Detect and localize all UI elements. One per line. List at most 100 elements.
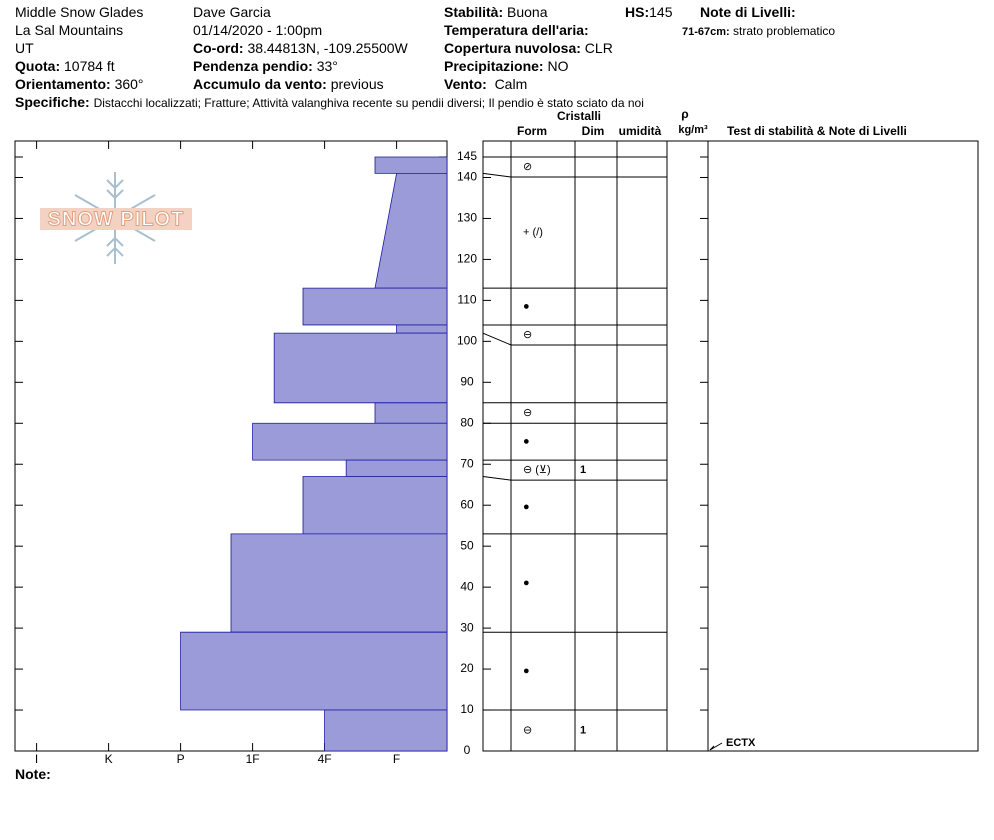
y-tick-label: 30	[460, 620, 474, 634]
col-header: kg/m³	[678, 124, 708, 136]
state: UT	[15, 40, 34, 56]
y-tick-label: 40	[460, 579, 474, 593]
label: Temperatura dell'aria:	[444, 22, 589, 38]
y-tick-label: 20	[460, 661, 474, 675]
value: 360°	[114, 76, 144, 92]
grain-form: ●	[523, 665, 530, 677]
value: previous	[330, 76, 384, 92]
specifics: Specifiche: Distacchi localizzati; Fratt…	[15, 94, 644, 110]
hardness-bar	[324, 709, 448, 752]
layer-boundary	[482, 476, 667, 481]
y-tick-label: 145	[457, 149, 477, 163]
label: Orientamento:	[15, 76, 111, 92]
label: Co-ord:	[193, 40, 244, 56]
y-tick-label: 0	[464, 743, 471, 757]
x-tick-label: K	[105, 752, 113, 766]
slope: Pendenza pendio: 33°	[193, 58, 338, 74]
x-tick-label: P	[177, 752, 185, 766]
x-tick-label: I	[35, 752, 38, 766]
y-tick-label: 70	[460, 456, 474, 470]
hardness-bar	[396, 324, 448, 334]
table-columns	[510, 141, 709, 751]
hardness-bar	[345, 459, 448, 477]
x-tick-label: 4F	[318, 752, 332, 766]
label: Pendenza pendio:	[193, 58, 313, 74]
y-tick-label: 100	[457, 334, 477, 348]
grain-form: ●	[523, 436, 530, 448]
grain-size: 1	[580, 464, 586, 476]
elevation: Quota: 10784 ft	[15, 58, 115, 74]
x-tick-label: F	[393, 752, 400, 766]
grain-form: ⊘	[523, 161, 532, 173]
grain-form: ⊖ (⊻)	[523, 464, 551, 476]
wind-loading: Accumulo da vento: previous	[193, 76, 384, 92]
air-temp: Temperatura dell'aria:	[444, 22, 589, 38]
grain-form: ⊖	[523, 329, 532, 341]
hardness-bar	[230, 533, 448, 633]
layer-notes: Note di Livelli:	[700, 4, 796, 20]
aspect: Orientamento: 360°	[15, 76, 144, 92]
label: Accumulo da vento:	[193, 76, 327, 92]
label: 71-67cm:	[682, 26, 730, 38]
layer-boundary	[482, 172, 667, 178]
logo-band	[40, 208, 192, 230]
y-tick-label: 60	[460, 497, 474, 511]
test-arrow	[709, 742, 723, 751]
label: HS:	[625, 4, 650, 20]
precip: Precipitazione: NO	[444, 58, 568, 74]
hardness-bar	[180, 631, 448, 711]
note: Note:	[15, 766, 51, 782]
value: 33°	[316, 58, 338, 74]
logo-text: SNOW PILOT	[48, 208, 185, 230]
grain-form: ●	[523, 501, 530, 513]
grain-form: ●	[523, 577, 530, 589]
hs: HS:145	[625, 4, 672, 20]
label: Note di Livelli:	[700, 4, 796, 20]
label: Precipitazione:	[444, 58, 544, 74]
grain-size: 1	[580, 724, 586, 736]
grain-form: ●	[523, 300, 530, 312]
layer-boundary	[482, 332, 667, 346]
hardness-bar	[374, 172, 448, 289]
col-header: umidità	[619, 124, 662, 138]
wind: Vento: Calm	[444, 76, 527, 92]
value: Calm	[494, 76, 528, 92]
y-tick-label: 110	[457, 293, 476, 307]
stability: Stabilità: Buona	[444, 4, 548, 20]
y-tick-label: 50	[460, 538, 474, 552]
hardness-bar	[273, 332, 448, 404]
col-header: Form	[517, 124, 547, 138]
value: 10784 ft	[64, 58, 115, 74]
y-tick-label: 140	[457, 170, 477, 184]
label: Stabilità:	[444, 4, 504, 20]
hardness-bar	[302, 287, 448, 326]
value: strato problematico	[733, 24, 836, 38]
range: La Sal Mountains	[15, 22, 124, 38]
layer-note: 71-67cm: strato problematico	[682, 24, 835, 38]
coord: Co-ord: 38.44813N, -109.25500W	[193, 40, 408, 56]
label: Copertura nuvolosa:	[444, 40, 581, 56]
y-tick-label: 120	[457, 252, 477, 266]
label: Vento:	[444, 76, 487, 92]
hardness-bar	[374, 402, 448, 424]
y-tick-label: 90	[460, 374, 474, 388]
label: Note:	[15, 766, 51, 782]
hardness-bar	[302, 476, 448, 535]
value: 38.44813N, -109.25500W	[247, 40, 408, 56]
observer: Dave Garcia	[193, 4, 271, 20]
col-header: Cristalli	[557, 109, 601, 123]
datetime: 01/14/2020 - 1:00pm	[193, 22, 323, 38]
label: Specifiche:	[15, 94, 90, 110]
label: Quota:	[15, 58, 61, 74]
grain-form: ⊖	[523, 724, 532, 736]
y-tick-label: 80	[460, 415, 474, 429]
col-header: Dim	[582, 124, 605, 138]
test-label: ECTX	[726, 737, 756, 749]
site: Middle Snow Glades	[15, 4, 144, 20]
value: CLR	[584, 40, 613, 56]
sky: Copertura nuvolosa: CLR	[444, 40, 613, 56]
value: 145	[649, 4, 673, 20]
col-header: ρ	[681, 107, 688, 121]
